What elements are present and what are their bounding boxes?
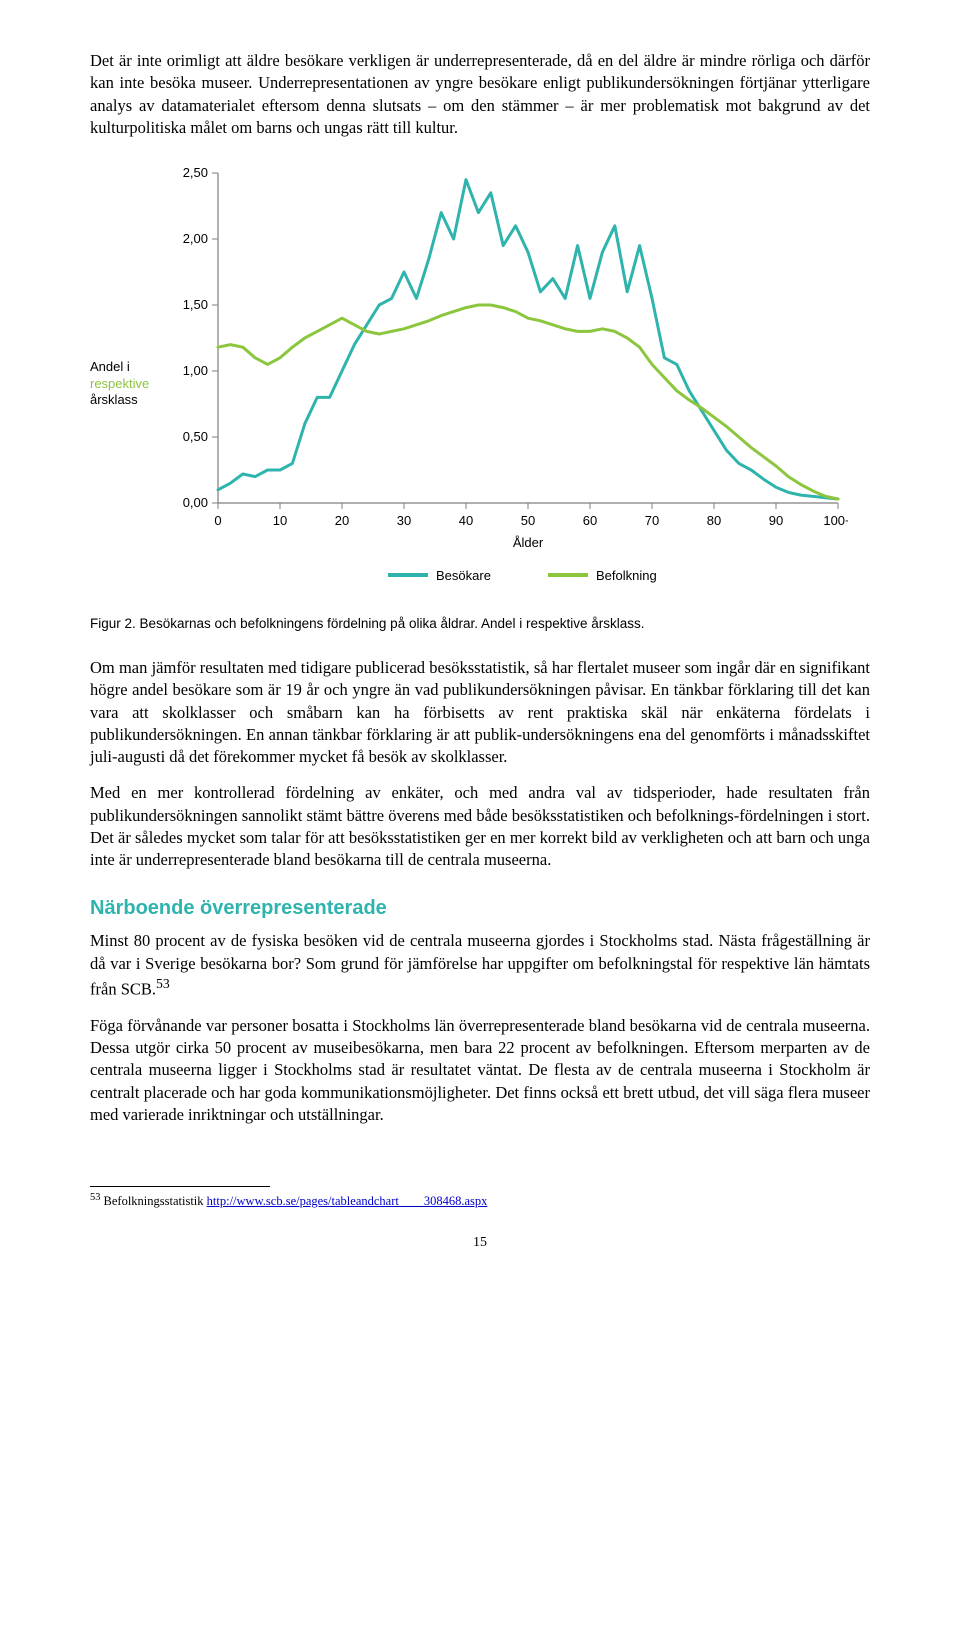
svg-text:0,00: 0,00 bbox=[183, 495, 208, 510]
paragraph-1: Det är inte orimligt att äldre besökare … bbox=[90, 50, 870, 139]
footnote-text: Befolkningsstatistik bbox=[100, 1194, 206, 1208]
paragraph-4-text: Minst 80 procent av de fysiska besöken v… bbox=[90, 931, 870, 998]
chart-area: 0,00 0,50 1,00 1,50 2,00 2,50 0 10 20 30 40 50 60 70 8… bbox=[168, 163, 848, 598]
svg-text:70: 70 bbox=[645, 513, 659, 528]
svg-text:1,50: 1,50 bbox=[183, 297, 208, 312]
ylabel-line1: Andel i bbox=[90, 359, 130, 374]
footnote-marker: 53 bbox=[90, 1192, 100, 1203]
svg-text:80: 80 bbox=[707, 513, 721, 528]
svg-text:1,00: 1,00 bbox=[183, 363, 208, 378]
section-heading: Närboende överrepresenterade bbox=[90, 897, 870, 920]
chart-y-axis-label: Andel i respektive årsklass bbox=[90, 359, 168, 408]
svg-text:Besökare: Besökare bbox=[436, 568, 491, 583]
svg-text:10: 10 bbox=[273, 513, 287, 528]
footnote-separator bbox=[90, 1186, 270, 1187]
svg-text:30: 30 bbox=[397, 513, 411, 528]
svg-text:40: 40 bbox=[459, 513, 473, 528]
footnote-link[interactable]: http://www.scb.se/pages/tableandchart___… bbox=[207, 1194, 488, 1208]
ylabel-line3: årsklass bbox=[90, 392, 138, 407]
paragraph-4: Minst 80 procent av de fysiska besöken v… bbox=[90, 930, 870, 1000]
svg-text:90: 90 bbox=[769, 513, 783, 528]
footnote-53: 53 Befolkningsstatistik http://www.scb.s… bbox=[90, 1191, 870, 1209]
page-number: 15 bbox=[90, 1235, 870, 1251]
svg-text:2,50: 2,50 bbox=[183, 165, 208, 180]
svg-text:100+: 100+ bbox=[823, 513, 848, 528]
svg-text:Ålder: Ålder bbox=[513, 535, 544, 550]
svg-text:Befolkning: Befolkning bbox=[596, 568, 657, 583]
svg-text:0,50: 0,50 bbox=[183, 429, 208, 444]
figure-caption: Figur 2. Besökarnas och befolkningens fö… bbox=[90, 616, 870, 631]
svg-text:20: 20 bbox=[335, 513, 349, 528]
svg-text:0: 0 bbox=[214, 513, 221, 528]
ylabel-line2: respektive bbox=[90, 376, 149, 391]
footnote-ref-53: 53 bbox=[156, 976, 170, 991]
paragraph-3: Med en mer kontrollerad fördelning av en… bbox=[90, 782, 870, 871]
chart-block: Andel i respektive årsklass 0,00 0,50 1,00… bbox=[90, 163, 870, 598]
svg-text:2,00: 2,00 bbox=[183, 231, 208, 246]
svg-text:60: 60 bbox=[583, 513, 597, 528]
paragraph-2: Om man jämför resultaten med tidigare pu… bbox=[90, 657, 870, 768]
svg-text:50: 50 bbox=[521, 513, 535, 528]
paragraph-5: Föga förvånande var personer bosatta i S… bbox=[90, 1015, 870, 1126]
line-chart-svg: 0,00 0,50 1,00 1,50 2,00 2,50 0 10 20 30 40 50 60 70 8… bbox=[168, 163, 848, 593]
